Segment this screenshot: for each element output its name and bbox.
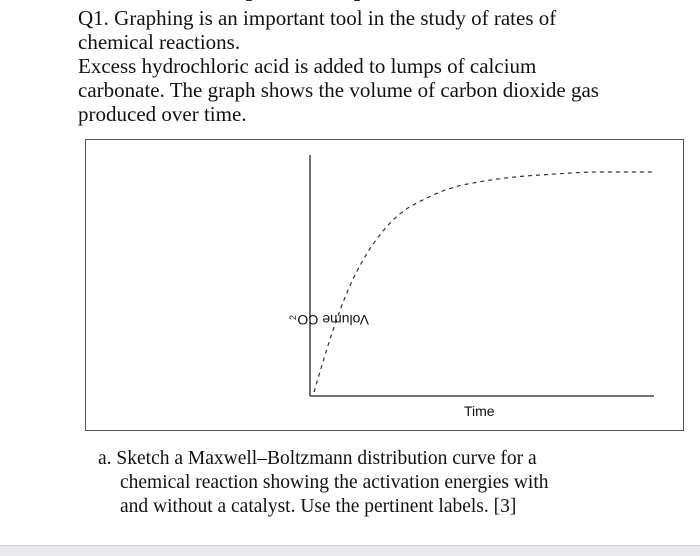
question-line: chemical reactions. xyxy=(78,30,241,54)
question-line: Excess hydrochloric acid is added to lum… xyxy=(78,54,537,78)
question-line: carbonate. The graph shows the volume of… xyxy=(78,78,599,102)
question-line: Q1. Graphing is an important tool in the… xyxy=(78,6,557,30)
part-a-line: and without a catalyst. Use the pertinen… xyxy=(120,496,517,517)
y-axis-label-text: Volume CO xyxy=(297,312,369,328)
question-line: produced over time. xyxy=(78,102,247,126)
graph-canvas xyxy=(309,155,654,397)
page-bottom-divider xyxy=(0,545,700,556)
co2-volume-curve xyxy=(313,171,654,393)
question-text: Q1. Graphing is an important tool in the… xyxy=(78,6,678,126)
part-a-line: chemical reaction showing the activation… xyxy=(120,472,549,493)
part-a-text: a. Sketch a Maxwell–Boltzmann distributi… xyxy=(98,447,658,519)
graph-figure xyxy=(85,139,684,431)
x-axis-label: Time xyxy=(464,403,495,419)
part-a-line: a. Sketch a Maxwell–Boltzmann distributi… xyxy=(98,448,537,469)
cropped-text-fragment xyxy=(0,0,700,4)
